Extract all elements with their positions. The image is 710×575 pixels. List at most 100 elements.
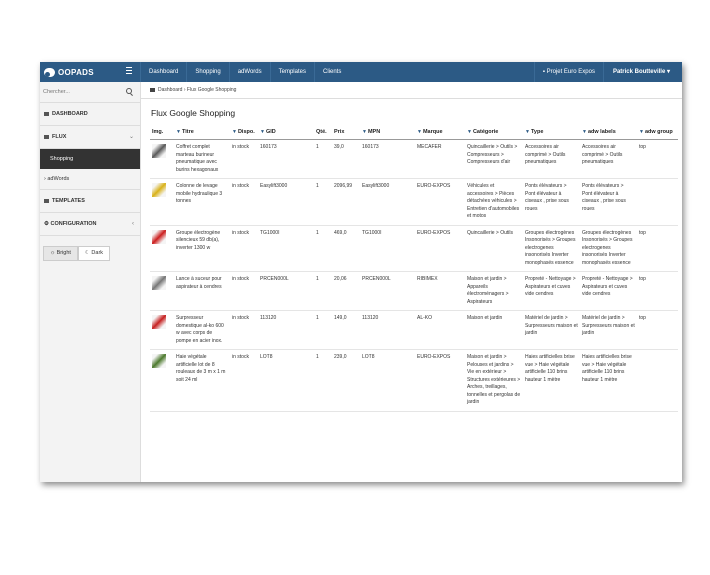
filter-icon[interactable]: ▼ [362, 129, 367, 135]
col-dispo[interactable]: ▼Dispo. [230, 125, 258, 140]
filter-icon[interactable]: ▼ [525, 129, 530, 135]
cell-mpn: TG1000I [360, 225, 415, 272]
filter-icon[interactable]: ▼ [467, 129, 472, 135]
cell-type: Ponts élévateurs > Pont élévateur à cise… [523, 178, 580, 226]
moon-icon: ☾ [84, 250, 92, 256]
user-menu[interactable]: Patrick Boutteville ▾ [602, 62, 682, 82]
filter-icon[interactable]: ▼ [260, 129, 265, 135]
cell-prix: 149,0 [332, 310, 360, 350]
table-row[interactable]: Groupe électrogène silencieux 59 db(a), … [150, 225, 678, 272]
sidebar-item-templates[interactable]: TEMPLATES [40, 190, 140, 213]
products-table: Img. ▼Titre ▼Dispo. ▼GID Qté. Prix ▼MPN … [150, 125, 678, 412]
table-row[interactable]: Coffret complet marteau burineur pneumat… [150, 139, 678, 179]
cell-prix: 469,0 [332, 225, 360, 272]
table-row[interactable]: Haie végétale artificielle lot de 8 roul… [150, 349, 678, 412]
templates-icon [44, 198, 49, 203]
sidebar-item-label: CONFIGURATION [50, 221, 97, 227]
search-icon[interactable] [126, 88, 132, 94]
cell-type: Accessoires air comprimé > Outils pneuma… [523, 139, 580, 179]
cell-mpn: LOT8 [360, 349, 415, 412]
breadcrumb-current: Flux Google Shopping [186, 87, 237, 93]
cell-adw-group: top [637, 139, 678, 179]
table-row[interactable]: Surpresseur domestique al-ko 600 w avec … [150, 310, 678, 350]
cell-adw-labels: Matériel de jardin > Surpresseurs maison… [580, 310, 637, 350]
cell-categorie: Véhicules et accessoires > Pièces détach… [465, 178, 523, 226]
filter-icon[interactable]: ▼ [639, 129, 644, 135]
search-input[interactable] [43, 87, 123, 97]
home-icon [150, 87, 155, 92]
nav-clients[interactable]: Clients [313, 62, 349, 82]
col-adw-group[interactable]: ▼adw group [637, 125, 678, 140]
col-label: MPN [367, 129, 381, 135]
top-right-controls: ▪ Projet Euro Expos Patrick Boutteville … [533, 62, 682, 82]
nav-shopping[interactable]: Shopping [186, 62, 228, 82]
theme-dark-button[interactable]: ☾ Dark [77, 246, 111, 261]
main-nav: Dashboard Shopping adWords Templates Cli… [140, 62, 349, 82]
cell-mpn: 113120 [360, 310, 415, 350]
cell-categorie: Quincaillerie > Outils [465, 225, 523, 272]
breadcrumb-separator: › [182, 87, 187, 93]
project-selector[interactable]: ▪ Projet Euro Expos [533, 62, 603, 82]
col-label: Prix [334, 129, 345, 135]
filter-icon[interactable]: ▼ [232, 129, 237, 135]
project-name: Projet Euro Expos [546, 69, 595, 75]
col-adw-labels[interactable]: ▼adw labels [580, 125, 637, 140]
sidebar-search [40, 82, 140, 103]
col-label: adw group [644, 129, 673, 135]
cell-gid: Easylift3000 [258, 178, 314, 226]
theme-bright-label: Bright [56, 250, 71, 256]
cell-type: Matériel de jardin > Surpresseurs maison… [523, 310, 580, 350]
col-mpn[interactable]: ▼MPN [360, 125, 415, 140]
sidebar-item-label: Shopping [50, 156, 74, 162]
app-logo[interactable]: OOPADS [44, 66, 94, 78]
cell-img [150, 139, 174, 179]
col-type[interactable]: ▼Type [523, 125, 580, 140]
col-label: adw labels [587, 129, 616, 135]
col-categorie[interactable]: ▼Catégorie [465, 125, 523, 140]
product-thumbnail [152, 354, 166, 368]
filter-icon[interactable]: ▼ [417, 129, 422, 135]
filter-icon[interactable]: ▼ [582, 129, 587, 135]
sidebar-item-shopping[interactable]: Shopping [40, 149, 140, 169]
breadcrumb-home[interactable]: Dashboard [158, 87, 183, 93]
col-marque[interactable]: ▼Marque [415, 125, 465, 140]
cell-img [150, 271, 174, 311]
col-titre[interactable]: ▼Titre [174, 125, 230, 140]
cell-dispo: in stock [230, 310, 258, 350]
cell-adw-labels: Accessoires air comprimé > Outils pneuma… [580, 139, 637, 179]
product-thumbnail [152, 144, 166, 158]
user-name: Patrick Boutteville [612, 69, 666, 75]
cell-marque: EURO-EXPOS [415, 225, 465, 272]
cell-adw-group: top [637, 310, 678, 350]
flux-icon [44, 134, 49, 139]
cell-categorie: Maison et jardin > Pelouses et jardins >… [465, 349, 523, 412]
cell-img [150, 349, 174, 412]
sidebar-item-dashboard[interactable]: DASHBOARD [40, 103, 140, 126]
sidebar-item-flux[interactable]: FLUX ⌄ [40, 126, 140, 149]
nav-templates[interactable]: Templates [269, 62, 314, 82]
col-gid[interactable]: ▼GID [258, 125, 314, 140]
cell-qte: 1 [314, 349, 332, 412]
chevron-left-icon: ‹ [132, 221, 134, 227]
table-header-row: Img. ▼Titre ▼Dispo. ▼GID Qté. Prix ▼MPN … [150, 125, 678, 140]
table-row[interactable]: Colonne de levage mobile hydraulique 3 t… [150, 178, 678, 226]
theme-bright-button[interactable]: ☼ Bright [43, 246, 78, 261]
cell-qte: 1 [314, 271, 332, 311]
cell-mpn: 160173 [360, 139, 415, 179]
nav-adwords[interactable]: adWords [228, 62, 270, 82]
cell-adw-labels: Ponts élévateurs > Pont élévateur à cise… [580, 178, 637, 226]
cell-prix: 239,0 [332, 349, 360, 412]
sidebar-item-configuration[interactable]: ⚙ CONFIGURATION ‹ [40, 213, 140, 236]
product-thumbnail [152, 229, 166, 244]
col-label: Dispo. [237, 129, 255, 135]
filter-icon[interactable]: ▼ [176, 129, 181, 135]
table-row[interactable]: Lance à suceur pour aspirateur à cendres… [150, 271, 678, 311]
cell-adw-labels: Groupes électrogènes Insonorisés > Group… [580, 225, 637, 272]
menu-toggle-icon[interactable] [126, 67, 132, 75]
nav-dashboard[interactable]: Dashboard [140, 62, 186, 82]
cell-adw-group: top [637, 271, 678, 311]
sidebar-item-adwords[interactable]: › adWords [40, 169, 140, 190]
cell-gid: LOT8 [258, 349, 314, 412]
caret-down-icon: ▾ [665, 69, 670, 75]
product-thumbnail [152, 315, 166, 329]
